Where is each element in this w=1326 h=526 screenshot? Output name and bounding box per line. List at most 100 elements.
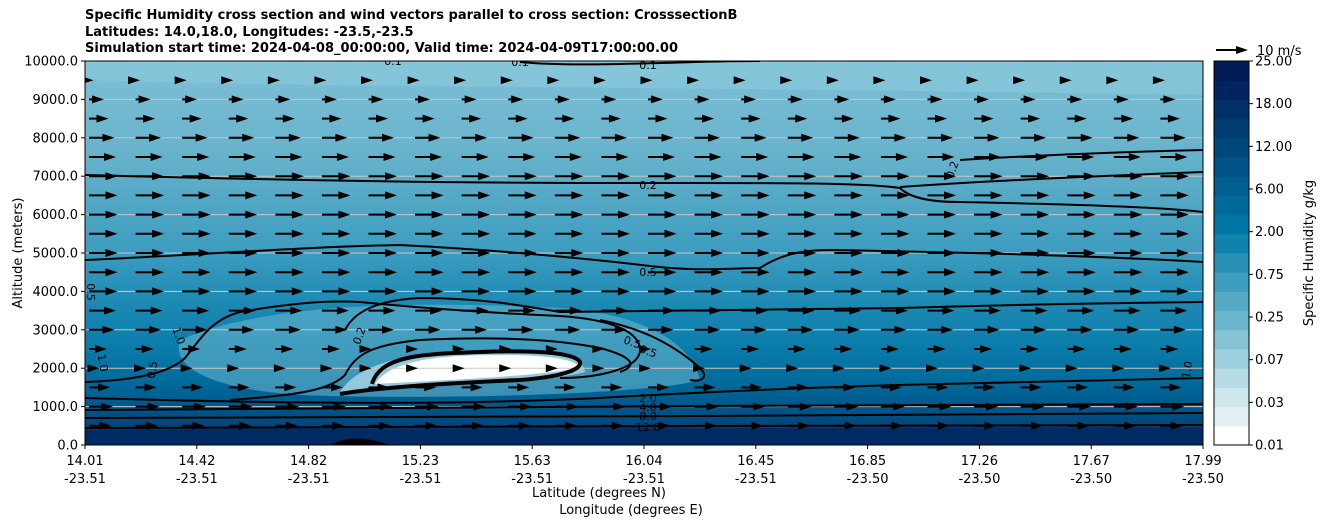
wind-arrow (89, 210, 118, 219)
wind-arrow (880, 268, 910, 277)
wind-arrow (415, 421, 438, 430)
wind-arrow (182, 325, 208, 334)
wind-arrow (834, 249, 863, 257)
wind-arrow (880, 345, 899, 353)
wind-arrow (321, 383, 343, 392)
wind-arrow (89, 306, 116, 315)
wind-arrow (741, 402, 766, 411)
wind-arrow (927, 229, 956, 238)
wind-arrow (1020, 325, 1047, 334)
wind-arrow (834, 114, 854, 123)
wind-arrow (927, 153, 955, 161)
colorbar-tick-label: 12.00 (1255, 140, 1292, 155)
wind-arrow (834, 306, 862, 315)
wind-arrow (508, 191, 537, 200)
wind-arrow (880, 95, 896, 104)
contour-dry-outline (339, 349, 582, 396)
wind-arrow (321, 287, 351, 296)
wind-arrow (275, 153, 303, 161)
wind-arrow (826, 76, 839, 85)
x-tick-lon: -23.51 (399, 472, 441, 487)
wind-arrow (648, 95, 663, 104)
wind-arrow (601, 306, 629, 315)
y-tick-label: 5000.0 (33, 247, 79, 262)
wind-arrow (1113, 306, 1141, 315)
colorbar-tick-label: 6.00 (1255, 183, 1284, 198)
wind-arrow (508, 383, 530, 392)
wind-arrow (461, 402, 486, 411)
wind-arrow (508, 133, 534, 142)
x-axis: 14.01 -23.51 14.42 -23.51 14.82 -23.51 15.23 -2… (64, 445, 1224, 487)
wind-arrow (228, 133, 255, 142)
wind-arrow (1113, 345, 1132, 353)
wind-arrow (974, 306, 1002, 315)
x-tick-lon: -23.51 (64, 472, 106, 487)
wind-arrow (135, 268, 165, 277)
wind-arrow (974, 249, 1003, 257)
wind-arrow (741, 325, 767, 334)
wind-arrow (89, 153, 116, 161)
wind-arrow (321, 229, 351, 238)
colorbar-segment (1214, 349, 1249, 369)
wind-arrow (275, 268, 304, 277)
colorbar-segment (1214, 99, 1249, 120)
wind-arrow (927, 325, 953, 334)
contour-label: 2.0 (639, 392, 657, 405)
wind-arrow (228, 268, 258, 277)
wind-arrow (228, 325, 255, 334)
wind-arrow (834, 383, 856, 392)
colorbar-segment (1214, 272, 1249, 292)
wind-arrow (694, 325, 721, 334)
wind-arrow (693, 364, 706, 373)
wind-arrow (508, 421, 531, 430)
wind-arrow (1020, 421, 1044, 430)
wind-arrow (741, 383, 763, 392)
wind-arrow (880, 325, 907, 334)
wind-arrow (182, 249, 211, 257)
wind-arrow (787, 268, 817, 277)
wind-arrow (1160, 287, 1189, 296)
wind-arrow (787, 306, 815, 315)
wind-arrow (601, 95, 617, 104)
wind-arrow (89, 95, 104, 104)
wind-arrow (694, 268, 724, 277)
colorbar-tick-label: 0.03 (1255, 396, 1284, 411)
wind-arrow (228, 210, 258, 219)
contour-0.2-east-lower (899, 171, 1203, 188)
wind-arrow (834, 153, 862, 161)
wind-arrow (275, 210, 304, 219)
wind-arrow (1113, 210, 1143, 219)
wind-arrow (1067, 421, 1090, 430)
wind-arrow (834, 345, 853, 353)
wind-arrow (880, 153, 908, 161)
y-tick-label: 9000.0 (33, 93, 79, 108)
contour-0.5-dry (599, 319, 706, 382)
x-tick-lon: -23.50 (1182, 472, 1224, 487)
wind-arrow (592, 364, 605, 373)
wind-arrow (554, 268, 584, 277)
wind-arrow (415, 287, 444, 296)
wind-arrow (1020, 345, 1039, 353)
wind-arrow (648, 287, 677, 296)
wind-arrow (1160, 306, 1188, 315)
wind-arrow (89, 172, 118, 181)
wind-arrow (1067, 383, 1089, 392)
wind-arrow (601, 153, 629, 161)
wind-arrow (1113, 383, 1135, 392)
wind-arrow (601, 191, 630, 200)
wind-arrow (1067, 402, 1092, 411)
wind-arrow (359, 345, 372, 353)
wind-arrow (787, 153, 815, 161)
wind-arrow (89, 402, 113, 411)
wind-arrow (1160, 172, 1189, 181)
wind-arrow (741, 172, 770, 181)
wind-arrow (1113, 191, 1143, 200)
wind-arrow (554, 229, 584, 238)
wind-arrow (228, 421, 252, 430)
wind-arrow (368, 153, 396, 161)
wind-arrow (228, 402, 253, 411)
wind-arrow (880, 383, 902, 392)
x-tick-lon: -23.51 (511, 472, 553, 487)
wind-arrow (879, 364, 892, 373)
